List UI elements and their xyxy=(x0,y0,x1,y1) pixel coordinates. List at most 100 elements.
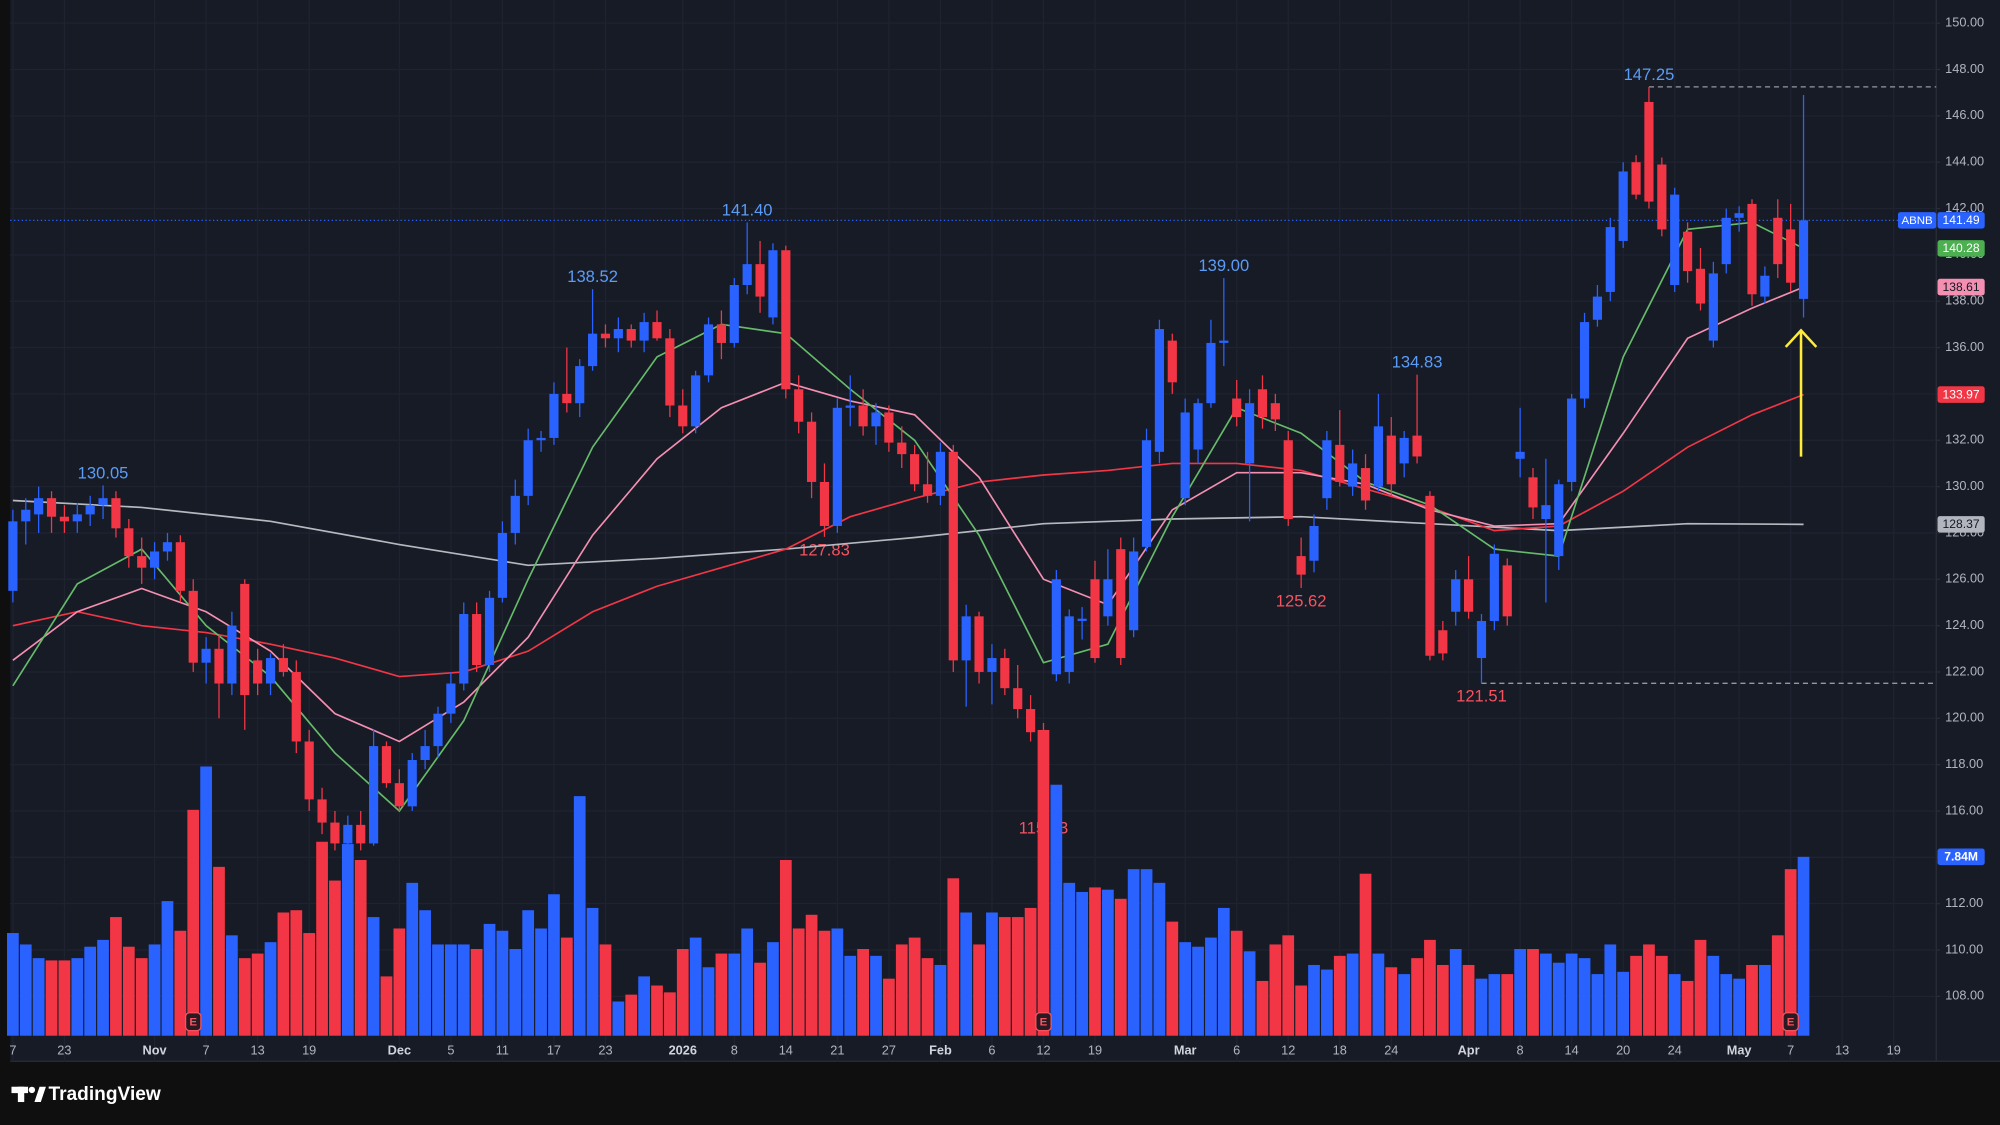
volume-bar xyxy=(1655,955,1668,1036)
candle-body xyxy=(240,583,250,696)
logo-mark xyxy=(34,1086,46,1103)
volume-bar xyxy=(1398,974,1411,1036)
arrow-head xyxy=(1784,328,1818,348)
candle-body xyxy=(1567,398,1577,482)
volume-bar xyxy=(1591,974,1604,1036)
candle-body xyxy=(1464,579,1474,612)
candle-body xyxy=(137,556,147,568)
x-tick-label: 11 xyxy=(496,1042,509,1057)
price-tag-label: 133.97 xyxy=(1943,387,1980,401)
y-tick-label: 146.00 xyxy=(1945,107,1984,122)
candle-body xyxy=(884,412,894,443)
candle-body xyxy=(1451,579,1461,612)
candle-body xyxy=(394,783,404,807)
candle-body xyxy=(278,658,289,672)
candle-body xyxy=(1309,525,1319,561)
x-tick-label: 13 xyxy=(251,1042,265,1057)
volume-bar xyxy=(1475,978,1488,1036)
volume-bar xyxy=(174,930,187,1036)
volume-bar xyxy=(599,944,612,1036)
volume-bar xyxy=(277,912,290,1036)
y-tick-label: 116.00 xyxy=(1945,802,1983,817)
candle-body xyxy=(1747,203,1757,295)
candle-body xyxy=(472,614,482,666)
volume-bar xyxy=(1733,978,1745,1036)
candle-body xyxy=(149,551,160,568)
low-label: 127.83 xyxy=(799,540,850,559)
volume-bar xyxy=(1771,935,1784,1036)
candle-body xyxy=(1734,213,1744,218)
annotations: 130.05 138.52 141.40 139.00 134.83 147.25 127.… xyxy=(78,65,1937,837)
candle-body xyxy=(1631,162,1641,195)
volume-bar xyxy=(586,907,599,1036)
volume-bar xyxy=(1321,969,1333,1036)
volume-bar xyxy=(1797,856,1810,1036)
y-tick-label: 144.00 xyxy=(1945,154,1984,169)
candle-body xyxy=(1708,273,1718,341)
candle-body xyxy=(317,799,327,823)
volume-bar xyxy=(1308,964,1320,1036)
volume-bar xyxy=(1565,953,1578,1036)
volume-bar xyxy=(264,942,277,1036)
candle-body xyxy=(1335,444,1345,482)
volume-bar xyxy=(226,935,238,1036)
candle-body xyxy=(253,660,263,684)
candle-body xyxy=(819,481,830,526)
candle-body xyxy=(871,412,881,427)
volume-bar xyxy=(45,960,58,1036)
volume-bar xyxy=(522,910,535,1036)
candle-body xyxy=(1077,618,1087,621)
volume-bar xyxy=(1153,882,1166,1036)
high-label: 141.40 xyxy=(722,200,773,219)
volume-bar xyxy=(1256,980,1269,1036)
candle-body xyxy=(1579,322,1590,399)
candle-body xyxy=(1798,220,1809,299)
volume-bar xyxy=(535,928,547,1036)
volume-bar xyxy=(689,937,702,1036)
volume-bar xyxy=(19,944,32,1036)
volume-bar xyxy=(1217,907,1230,1036)
x-tick-label: Nov xyxy=(143,1042,168,1057)
x-tick-label: 19 xyxy=(1088,1042,1102,1057)
candle-body xyxy=(1644,101,1654,202)
moving-averages xyxy=(12,221,1804,813)
price-tag-label: 128.37 xyxy=(1943,517,1980,531)
candle-body xyxy=(1425,495,1435,656)
volume-bar xyxy=(1333,955,1346,1036)
volume-bar xyxy=(973,944,985,1036)
x-tick-label: 2026 xyxy=(669,1042,697,1057)
candle-body xyxy=(755,264,765,297)
volume-bar xyxy=(1501,974,1514,1036)
y-tick-label: 148.00 xyxy=(1945,61,1984,76)
candle-body xyxy=(1786,229,1796,283)
price-tag xyxy=(1937,386,1985,403)
candle-body xyxy=(910,454,920,485)
x-tick-label: 6 xyxy=(988,1042,995,1057)
volume-bar xyxy=(1372,953,1385,1036)
candle-body xyxy=(600,333,611,339)
candle-body xyxy=(613,329,623,339)
volume-bar xyxy=(934,964,947,1036)
candle-body xyxy=(1592,296,1603,320)
volume-bar xyxy=(702,967,715,1036)
brand: TradingView xyxy=(48,1084,160,1105)
candle-body xyxy=(1141,440,1152,547)
volume-bar xyxy=(870,955,882,1036)
volume-bar xyxy=(1617,971,1630,1036)
volume-bar xyxy=(1295,985,1307,1036)
candle-body xyxy=(1515,451,1525,459)
candle-body xyxy=(1283,440,1293,520)
volume-bar xyxy=(625,994,638,1036)
volume-bar xyxy=(1411,958,1423,1036)
volume-bar xyxy=(1127,869,1140,1036)
candle-body xyxy=(1618,171,1628,241)
volume-bar xyxy=(908,937,921,1036)
x-tick-label: 27 xyxy=(882,1042,896,1057)
candle-body xyxy=(562,393,572,404)
candle-body xyxy=(1773,217,1783,265)
low-label: 125.62 xyxy=(1276,591,1327,610)
candle-body xyxy=(652,322,662,339)
candle-body xyxy=(343,824,353,844)
